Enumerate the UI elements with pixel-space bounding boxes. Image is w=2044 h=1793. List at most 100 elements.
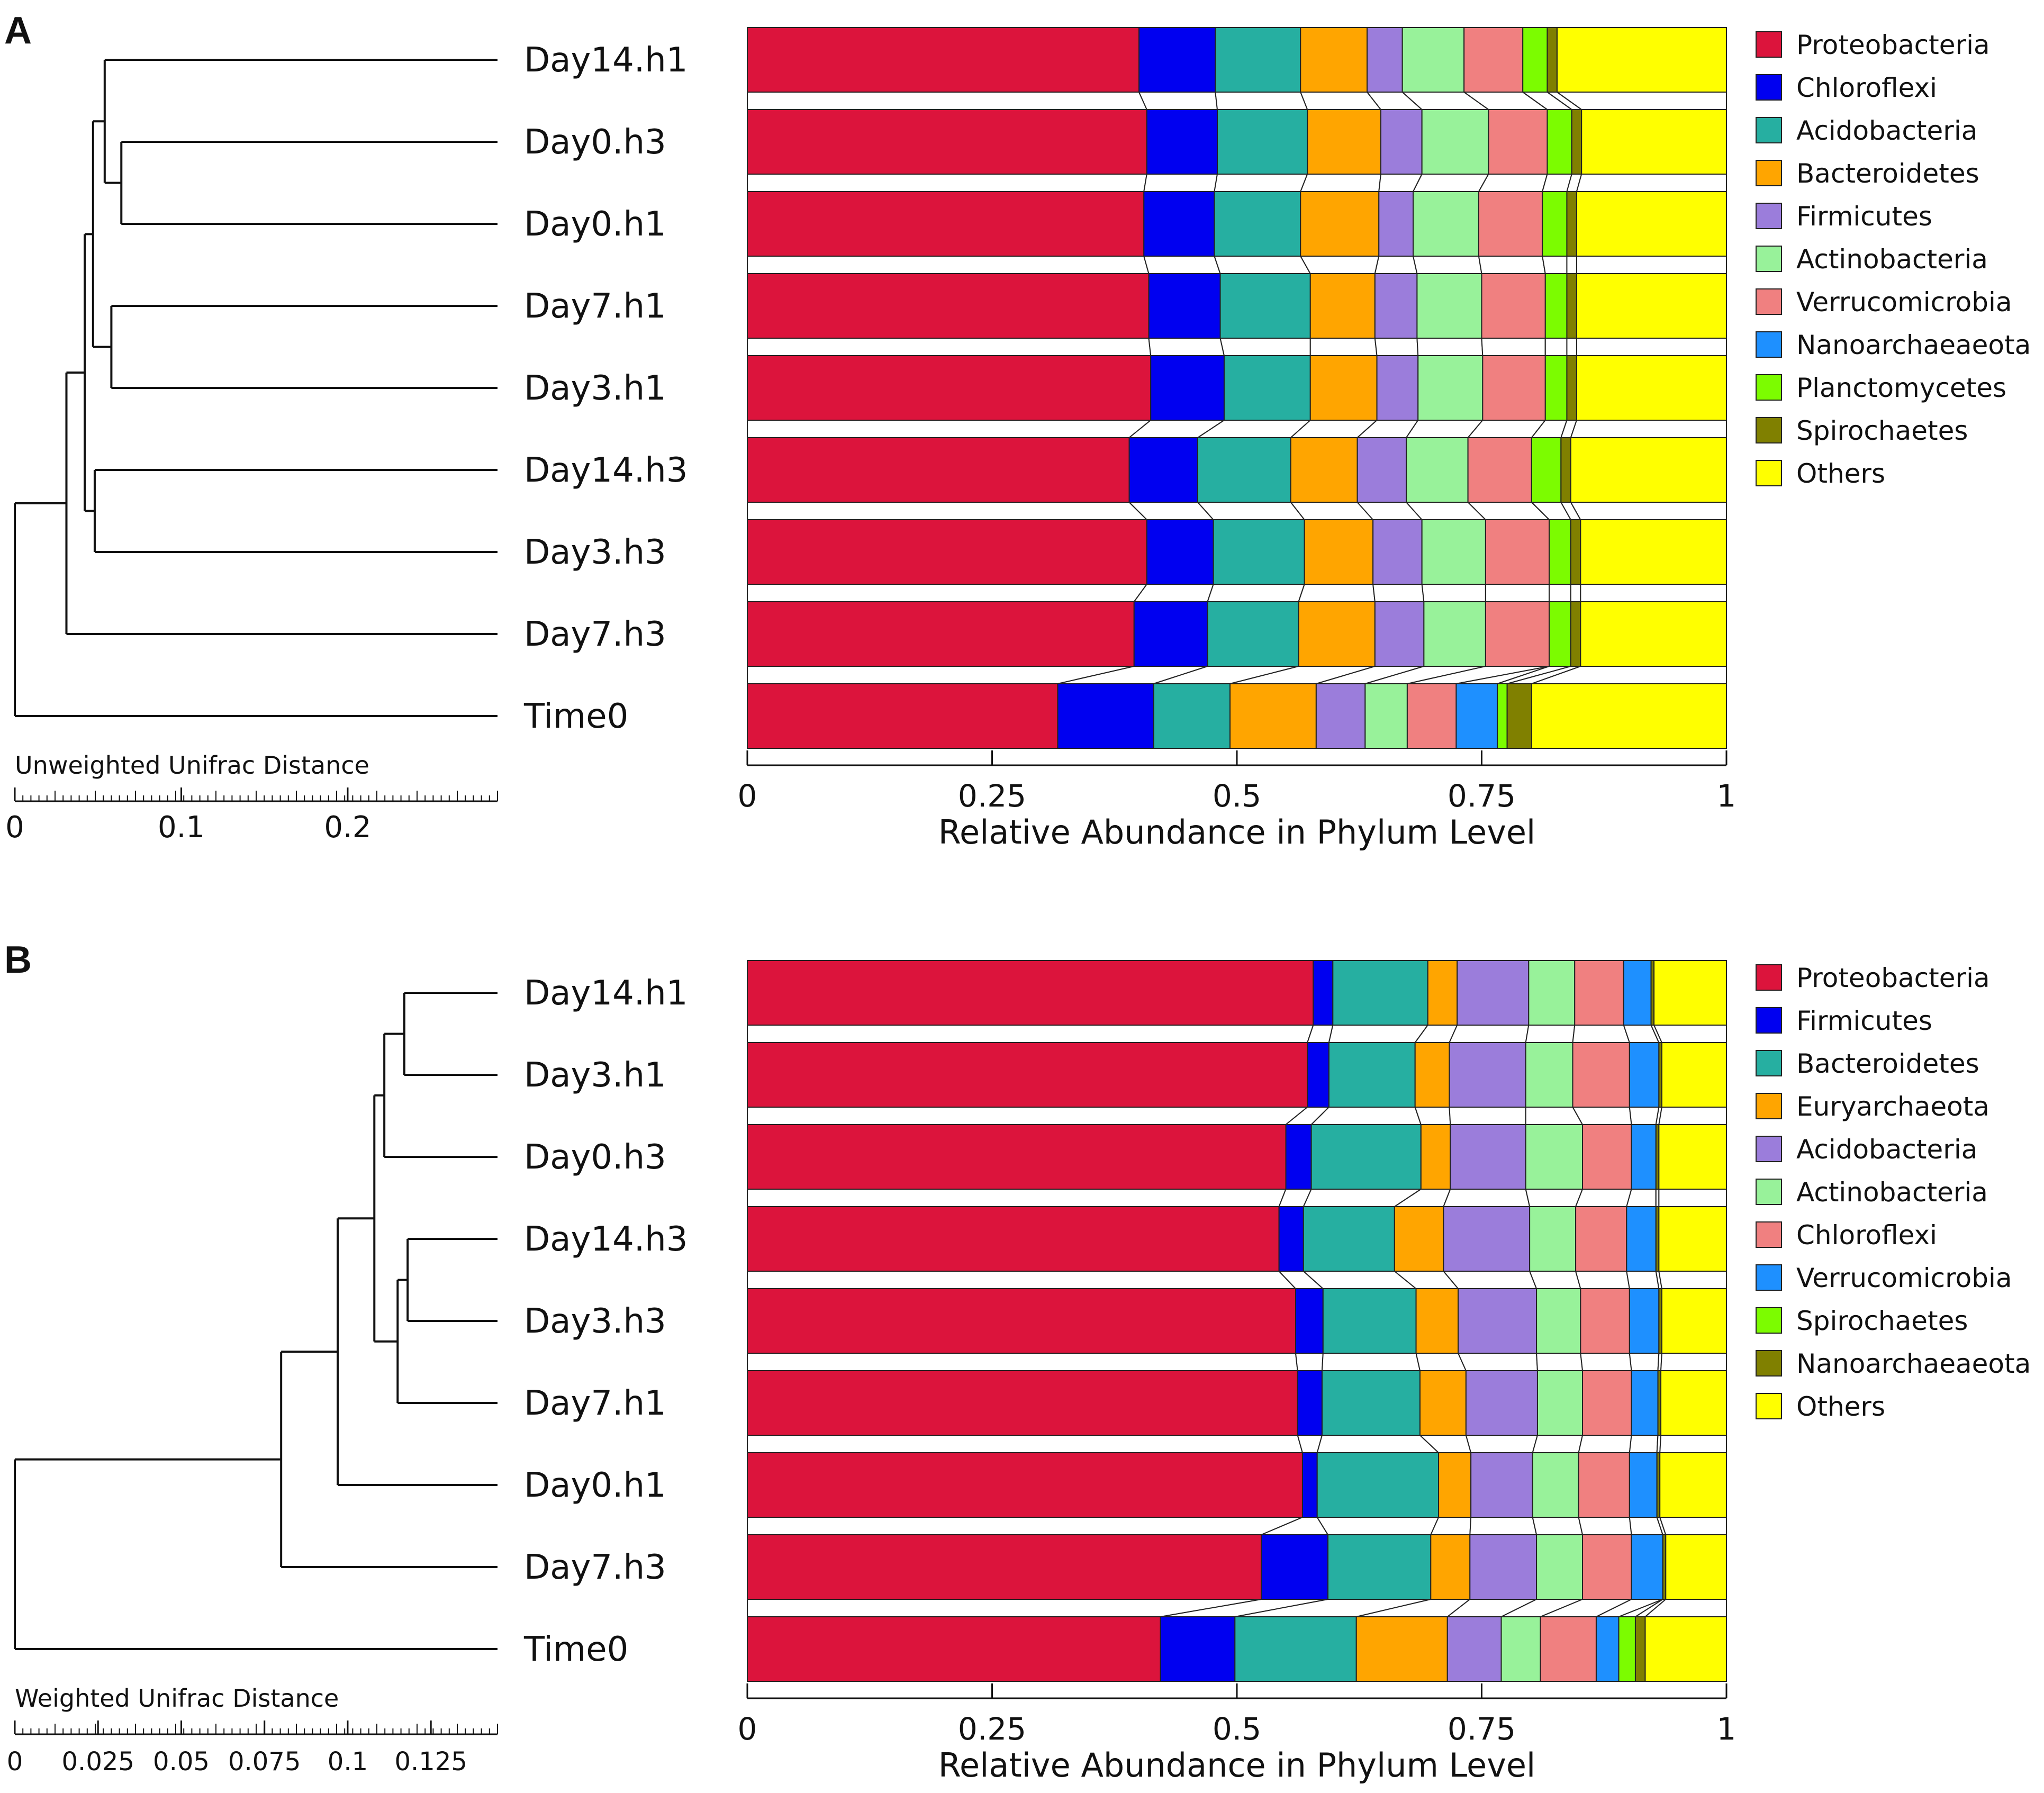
bar-segment-day7-h1-acidobacteria[interactable]: [1465, 1370, 1538, 1436]
bar-segment-day7-h3-others[interactable]: [1665, 1534, 1728, 1600]
bar-segment-day14-h3-proteobacteria[interactable]: [747, 437, 1130, 503]
bar-segment-day3-h1-euryarchaeota[interactable]: [1414, 1042, 1450, 1108]
bar-segment-day0-h3-actinobacteria[interactable]: [1525, 1124, 1584, 1190]
bar-segment-day3-h1-firmicutes[interactable]: [1307, 1042, 1329, 1108]
bar-segment-day7-h3-actinobacteria[interactable]: [1536, 1534, 1584, 1600]
bar-segment-time0-actinobacteria[interactable]: [1500, 1616, 1541, 1682]
bar-segment-day7-h3-proteobacteria[interactable]: [747, 1534, 1262, 1600]
bar-segment-day7-h1-verrucomicrobia[interactable]: [1631, 1370, 1659, 1436]
bar-segment-day3-h3-others[interactable]: [1661, 1288, 1727, 1354]
bar-segment-day14-h3-acidobacteria[interactable]: [1443, 1206, 1531, 1272]
bar-segment-day14-h1-planctomycetes[interactable]: [1522, 27, 1548, 93]
bar-segment-day7-h1-proteobacteria[interactable]: [747, 273, 1150, 339]
bar-segment-day14-h1-bacteroidetes[interactable]: [1300, 27, 1368, 93]
bar-segment-day7-h3-spirochaetes[interactable]: [1570, 601, 1581, 667]
bar-segment-day14-h3-euryarchaeota[interactable]: [1394, 1206, 1444, 1272]
bar-segment-day0-h1-planctomycetes[interactable]: [1542, 191, 1568, 257]
bar-segment-day0-h1-others[interactable]: [1659, 1452, 1727, 1518]
bar-segment-day3-h3-planctomycetes[interactable]: [1549, 519, 1571, 585]
bar-segment-day14-h3-chloroflexi[interactable]: [1575, 1206, 1627, 1272]
bar-segment-day3-h3-spirochaetes[interactable]: [1570, 519, 1581, 585]
bar-segment-day7-h1-proteobacteria[interactable]: [747, 1370, 1298, 1436]
bar-segment-day7-h1-actinobacteria[interactable]: [1416, 273, 1482, 339]
bar-segment-day14-h1-others[interactable]: [1556, 27, 1727, 93]
bar-segment-day3-h1-acidobacteria[interactable]: [1223, 355, 1311, 421]
bar-segment-day7-h3-actinobacteria[interactable]: [1423, 601, 1486, 667]
bar-segment-day14-h1-others[interactable]: [1653, 960, 1728, 1026]
bar-segment-day0-h3-spirochaetes[interactable]: [1571, 109, 1582, 175]
bar-segment-time0-verrucomicrobia[interactable]: [1595, 1616, 1620, 1682]
bar-segment-day3-h1-proteobacteria[interactable]: [747, 1042, 1308, 1108]
bar-segment-day7-h3-chloroflexi[interactable]: [1133, 601, 1208, 667]
bar-segment-time0-acidobacteria[interactable]: [1153, 683, 1231, 749]
bar-segment-day7-h1-verrucomicrobia[interactable]: [1481, 273, 1546, 339]
bar-segment-day14-h1-firmicutes[interactable]: [1367, 27, 1403, 93]
bar-segment-day3-h3-acidobacteria[interactable]: [1458, 1288, 1537, 1354]
bar-segment-day0-h1-verrucomicrobia[interactable]: [1629, 1452, 1658, 1518]
bar-segment-day7-h1-planctomycetes[interactable]: [1544, 273, 1568, 339]
bar-segment-day14-h1-proteobacteria[interactable]: [747, 27, 1139, 93]
bar-segment-day14-h3-actinobacteria[interactable]: [1406, 437, 1469, 503]
bar-segment-day14-h3-acidobacteria[interactable]: [1197, 437, 1291, 503]
bar-segment-time0-firmicutes[interactable]: [1160, 1616, 1236, 1682]
bar-segment-day14-h1-proteobacteria[interactable]: [747, 960, 1314, 1026]
bar-segment-day3-h3-others[interactable]: [1580, 519, 1728, 585]
bar-segment-day0-h1-firmicutes[interactable]: [1301, 1452, 1318, 1518]
bar-segment-day3-h3-firmicutes[interactable]: [1372, 519, 1423, 585]
bar-segment-day0-h1-actinobacteria[interactable]: [1532, 1452, 1579, 1518]
bar-segment-day7-h3-acidobacteria[interactable]: [1207, 601, 1299, 667]
bar-segment-day14-h3-proteobacteria[interactable]: [747, 1206, 1280, 1272]
bar-segment-day0-h1-acidobacteria[interactable]: [1214, 191, 1301, 257]
bar-segment-day3-h1-verrucomicrobia[interactable]: [1482, 355, 1546, 421]
bar-segment-day3-h3-firmicutes[interactable]: [1295, 1288, 1324, 1354]
bar-segment-day0-h3-acidobacteria[interactable]: [1450, 1124, 1526, 1190]
bar-segment-day14-h1-actinobacteria[interactable]: [1528, 960, 1576, 1026]
bar-segment-day7-h1-firmicutes[interactable]: [1374, 273, 1418, 339]
bar-segment-day14-h3-verrucomicrobia[interactable]: [1626, 1206, 1657, 1272]
bar-segment-day0-h1-actinobacteria[interactable]: [1413, 191, 1479, 257]
bar-segment-day7-h1-euryarchaeota[interactable]: [1419, 1370, 1467, 1436]
bar-segment-time0-euryarchaeota[interactable]: [1355, 1616, 1448, 1682]
bar-segment-day0-h3-proteobacteria[interactable]: [747, 109, 1147, 175]
bar-segment-day0-h1-bacteroidetes[interactable]: [1316, 1452, 1440, 1518]
bar-segment-day14-h1-acidobacteria[interactable]: [1215, 27, 1301, 93]
bar-segment-time0-planctomycetes[interactable]: [1497, 683, 1508, 749]
bar-segment-day0-h3-bacteroidetes[interactable]: [1307, 109, 1381, 175]
bar-segment-day14-h3-actinobacteria[interactable]: [1529, 1206, 1577, 1272]
bar-segment-day7-h1-bacteroidetes[interactable]: [1321, 1370, 1421, 1436]
bar-segment-time0-bacteroidetes[interactable]: [1234, 1616, 1357, 1682]
bar-segment-day0-h1-bacteroidetes[interactable]: [1300, 191, 1380, 257]
bar-segment-day0-h1-others[interactable]: [1576, 191, 1727, 257]
bar-segment-time0-spirochaetes[interactable]: [1506, 683, 1532, 749]
bar-segment-time0-nanoarchaeaeota[interactable]: [1455, 683, 1498, 749]
bar-segment-day7-h3-acidobacteria[interactable]: [1469, 1534, 1537, 1600]
bar-segment-day0-h1-acidobacteria[interactable]: [1470, 1452, 1533, 1518]
bar-segment-day14-h3-verrucomicrobia[interactable]: [1467, 437, 1532, 503]
bar-segment-day14-h3-others[interactable]: [1570, 437, 1728, 503]
bar-segment-day14-h1-actinobacteria[interactable]: [1401, 27, 1465, 93]
bar-segment-day3-h3-proteobacteria[interactable]: [747, 519, 1147, 585]
bar-segment-day14-h1-chloroflexi[interactable]: [1138, 27, 1216, 93]
bar-segment-day3-h1-planctomycetes[interactable]: [1544, 355, 1568, 421]
bar-segment-day0-h1-euryarchaeota[interactable]: [1438, 1452, 1472, 1518]
bar-segment-day7-h3-chloroflexi[interactable]: [1582, 1534, 1632, 1600]
bar-segment-day7-h1-spirochaetes[interactable]: [1566, 273, 1577, 339]
bar-segment-day14-h3-bacteroidetes[interactable]: [1290, 437, 1358, 503]
bar-segment-day14-h3-bacteroidetes[interactable]: [1303, 1206, 1395, 1272]
bar-segment-day7-h1-actinobacteria[interactable]: [1536, 1370, 1584, 1436]
bar-segment-day7-h1-others[interactable]: [1576, 273, 1727, 339]
bar-segment-day0-h1-proteobacteria[interactable]: [747, 191, 1145, 257]
bar-segment-day14-h1-verrucomicrobia[interactable]: [1623, 960, 1652, 1026]
bar-segment-day3-h3-chloroflexi[interactable]: [1580, 1288, 1630, 1354]
bar-segment-day3-h1-bacteroidetes[interactable]: [1309, 355, 1378, 421]
bar-segment-day0-h1-proteobacteria[interactable]: [747, 1452, 1303, 1518]
bar-segment-day3-h1-chloroflexi[interactable]: [1150, 355, 1225, 421]
bar-segment-day0-h3-firmicutes[interactable]: [1285, 1124, 1312, 1190]
bar-segment-day7-h1-bacteroidetes[interactable]: [1309, 273, 1376, 339]
bar-segment-day3-h3-chloroflexi[interactable]: [1146, 519, 1214, 585]
bar-segment-day0-h3-euryarchaeota[interactable]: [1420, 1124, 1451, 1190]
bar-segment-day3-h1-spirochaetes[interactable]: [1566, 355, 1577, 421]
bar-segment-day3-h1-others[interactable]: [1661, 1042, 1727, 1108]
bar-segment-day7-h3-euryarchaeota[interactable]: [1430, 1534, 1471, 1600]
bar-segment-time0-chloroflexi[interactable]: [1540, 1616, 1597, 1682]
